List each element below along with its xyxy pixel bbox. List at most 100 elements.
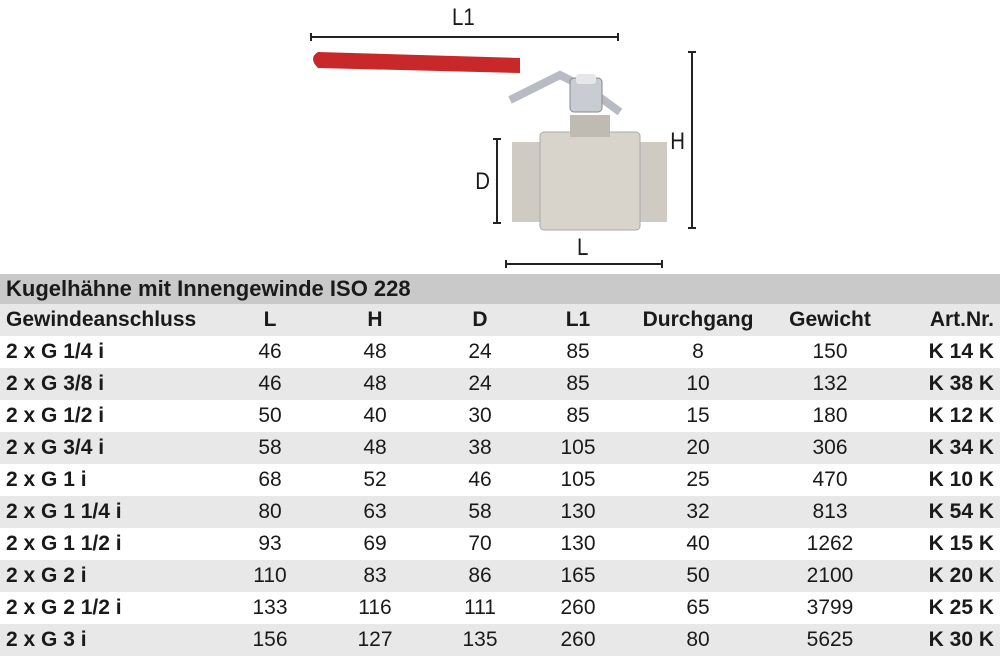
cell-thread: 2 x G 2 i <box>6 564 87 587</box>
cell-l: 50 <box>258 404 282 427</box>
cell-l1: 105 <box>560 436 596 459</box>
cell-l: 46 <box>258 372 282 395</box>
cell-h: 48 <box>363 340 387 363</box>
cell-l: 93 <box>258 532 282 555</box>
cell-l: 156 <box>252 628 288 651</box>
dimension-label-l: L <box>577 234 589 261</box>
header-weight: Gewicht <box>789 308 871 331</box>
header-l: L <box>263 308 277 331</box>
cell-bore: 15 <box>686 404 710 427</box>
header-thread: Gewindeanschluss <box>6 308 197 331</box>
table-row: 2 x G 3/8 i 46 48 24 85 10 132 K 38 K <box>0 368 1000 400</box>
table-row: 2 x G 2 1/2 i 133 116 111 260 65 3799 K 25 K <box>0 592 1000 624</box>
header-l1: L1 <box>565 308 591 331</box>
cell-d: 46 <box>468 468 492 491</box>
cell-l: 133 <box>252 596 288 619</box>
cell-bore: 50 <box>686 564 710 587</box>
cell-weight: 180 <box>812 404 848 427</box>
cell-h: 116 <box>358 596 392 619</box>
cell-thread: 2 x G 1/4 i <box>6 340 105 363</box>
cell-bore: 80 <box>686 628 710 651</box>
header-h: H <box>367 308 383 331</box>
cell-h: 83 <box>363 564 387 587</box>
table-row: 2 x G 2 i 110 83 86 165 50 2100 K 20 K <box>0 560 1000 592</box>
header-article-no: Art.Nr. <box>929 308 994 331</box>
cell-d: 24 <box>468 340 492 363</box>
cell-l: 80 <box>258 500 282 523</box>
cell-h: 48 <box>363 372 387 395</box>
cell-d: 58 <box>468 500 492 523</box>
cell-l1: 260 <box>560 628 596 651</box>
cell-bore: 25 <box>686 468 710 491</box>
cell-l: 68 <box>258 468 282 491</box>
cell-l: 110 <box>253 564 287 587</box>
table-row: 2 x G 1/4 i 46 48 24 85 8 150 K 14 K <box>0 336 1000 368</box>
cell-article-no: K 38 K <box>928 372 994 395</box>
cell-d: 135 <box>462 628 498 651</box>
cell-weight: 2100 <box>806 564 854 587</box>
cell-bore: 65 <box>686 596 710 619</box>
cell-weight: 3799 <box>806 596 854 619</box>
table-row: 2 x G 3/4 i 58 48 38 105 20 306 K 34 K <box>0 432 1000 464</box>
cell-article-no: K 54 K <box>928 500 994 523</box>
cell-l1: 130 <box>560 500 596 523</box>
cell-weight: 5625 <box>806 628 854 651</box>
cell-article-no: K 30 K <box>928 628 994 651</box>
cell-l1: 130 <box>560 532 596 555</box>
cell-thread: 2 x G 3/8 i <box>6 372 105 395</box>
header-d: D <box>472 308 488 331</box>
cell-d: 30 <box>468 404 492 427</box>
cell-article-no: K 20 K <box>928 564 994 587</box>
table-row: 2 x G 1/2 i 50 40 30 85 15 180 K 12 K <box>0 400 1000 432</box>
cell-article-no: K 12 K <box>928 404 994 427</box>
cell-h: 63 <box>363 500 387 523</box>
cell-thread: 2 x G 1 i <box>6 468 87 491</box>
cell-d: 38 <box>468 436 492 459</box>
cell-article-no: K 34 K <box>928 436 994 459</box>
ball-valve-drawing <box>310 33 696 268</box>
cell-bore: 32 <box>686 500 710 523</box>
cell-thread: 2 x G 3/4 i <box>6 436 105 459</box>
cell-weight: 1262 <box>806 532 854 555</box>
table-row: 2 x G 1 1/2 i 93 69 70 130 40 1262 K 15 K <box>0 528 1000 560</box>
table-title: Kugelhähne mit Innengewinde ISO 228 <box>0 274 1000 304</box>
cell-l1: 165 <box>560 564 596 587</box>
cell-bore: 40 <box>686 532 710 555</box>
table-row: 2 x G 1 i 68 52 46 105 25 470 K 10 K <box>0 464 1000 496</box>
cell-article-no: K 10 K <box>928 468 994 491</box>
cell-thread: 2 x G 1 1/4 i <box>6 500 122 523</box>
header-bore: Durchgang <box>642 308 754 331</box>
cell-h: 52 <box>363 468 387 491</box>
cell-bore: 20 <box>686 436 710 459</box>
cell-weight: 470 <box>812 468 848 491</box>
cell-thread: 2 x G 2 1/2 i <box>6 596 122 619</box>
specification-table: Kugelhähne mit Innengewinde ISO 228 Gewi… <box>0 274 1000 656</box>
cell-l1: 85 <box>566 340 590 363</box>
cell-bore: 10 <box>686 372 710 395</box>
cell-bore: 8 <box>692 340 704 363</box>
dimension-label-d: D <box>475 168 491 195</box>
cell-weight: 132 <box>812 372 848 395</box>
cell-l1: 85 <box>566 404 590 427</box>
table-row: 2 x G 3 i 156 127 135 260 80 5625 K 30 K <box>0 624 1000 656</box>
cell-thread: 2 x G 1/2 i <box>6 404 105 427</box>
cell-l: 58 <box>258 436 282 459</box>
cell-l1: 105 <box>560 468 596 491</box>
cell-l: 46 <box>258 340 282 363</box>
cell-h: 40 <box>363 404 387 427</box>
cell-thread: 2 x G 3 i <box>6 628 87 651</box>
cell-h: 127 <box>357 628 393 651</box>
cell-weight: 813 <box>812 500 848 523</box>
cell-h: 69 <box>363 532 387 555</box>
table-row: 2 x G 1 1/4 i 80 63 58 130 32 813 K 54 K <box>0 496 1000 528</box>
cell-weight: 150 <box>812 340 848 363</box>
cell-h: 48 <box>363 436 387 459</box>
ball-valve-figure: L1 H D L <box>280 0 720 270</box>
cell-l1: 260 <box>560 596 596 619</box>
cell-thread: 2 x G 1 1/2 i <box>6 532 122 555</box>
cell-article-no: K 25 K <box>928 596 994 619</box>
cell-d: 111 <box>464 596 496 619</box>
cell-l1: 85 <box>566 372 590 395</box>
cell-article-no: K 15 K <box>928 532 994 555</box>
dimension-label-l1: L1 <box>452 4 475 31</box>
